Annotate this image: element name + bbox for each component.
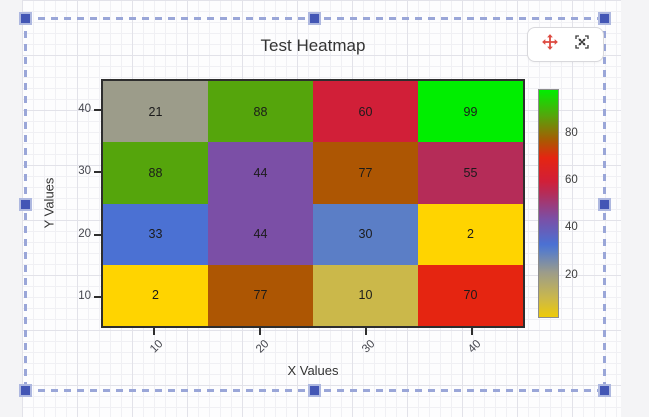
y-tick-mark (94, 109, 101, 112)
heatmap-cell[interactable]: 60 (313, 81, 418, 143)
expand-icon (573, 33, 591, 56)
x-tick-mark (365, 328, 367, 335)
y-tick-label: 40 (78, 103, 91, 116)
widget-toolbar (527, 27, 604, 62)
expand-widget-button[interactable] (568, 32, 596, 58)
y-axis-label: Y Values (41, 177, 57, 229)
x-tick-mark (259, 328, 261, 335)
y-tick-label: 30 (78, 165, 91, 178)
colorbar-tick-label: 80 (565, 126, 578, 139)
selection-handle-e[interactable] (597, 197, 611, 211)
heatmap-cell[interactable]: 70 (418, 264, 523, 326)
selection-handle-se[interactable] (597, 383, 611, 397)
y-tick-mark (94, 233, 101, 236)
colorbar-tick-label: 20 (565, 268, 578, 281)
selection-handle-s[interactable] (308, 383, 321, 397)
selection-handle-ne[interactable] (597, 11, 611, 25)
x-tick-mark (153, 328, 155, 335)
selection-handle-sw[interactable] (18, 383, 32, 397)
heatmap-cell[interactable]: 44 (208, 203, 313, 265)
x-axis-label: X Values (287, 363, 339, 378)
selection-handle-n[interactable] (308, 11, 321, 25)
heatmap-cell[interactable]: 77 (313, 142, 418, 204)
heatmap-cell[interactable]: 55 (418, 142, 523, 204)
selection-handle-nw[interactable] (18, 11, 32, 25)
colorbar-tick-label: 40 (565, 221, 578, 234)
colorbar-tick-label: 60 (565, 174, 578, 187)
heatmap-cell[interactable]: 33 (103, 203, 208, 265)
heatmap-cell[interactable]: 99 (418, 81, 523, 143)
y-tick-label: 10 (78, 289, 91, 302)
heatmap-cell[interactable]: 10 (313, 264, 418, 326)
heatmap-cell[interactable]: 30 (313, 203, 418, 265)
heatmap-cell[interactable]: 77 (208, 264, 313, 326)
y-tick-mark (94, 171, 101, 174)
move-icon (541, 33, 559, 56)
x-tick-mark (471, 328, 473, 335)
heatmap-cell[interactable]: 44 (208, 142, 313, 204)
colorbar-gradient (538, 89, 559, 318)
heatmap-cell[interactable]: 2 (418, 203, 523, 265)
y-tick-mark (94, 295, 101, 298)
heatmap-cell[interactable]: 88 (208, 81, 313, 143)
chart-title: Test Heatmap (260, 36, 366, 55)
heatmap-cell[interactable]: 88 (103, 142, 208, 204)
heatmap-cell[interactable]: 21 (103, 81, 208, 143)
selection-handle-w[interactable] (18, 197, 32, 211)
move-widget-button[interactable] (536, 32, 564, 58)
y-tick-label: 20 (78, 227, 91, 240)
heatmap-cell[interactable]: 2 (103, 264, 208, 326)
heatmap-grid: 21 88 60 99 88 44 77 55 33 44 30 2 2 77 10 70 (101, 79, 525, 328)
